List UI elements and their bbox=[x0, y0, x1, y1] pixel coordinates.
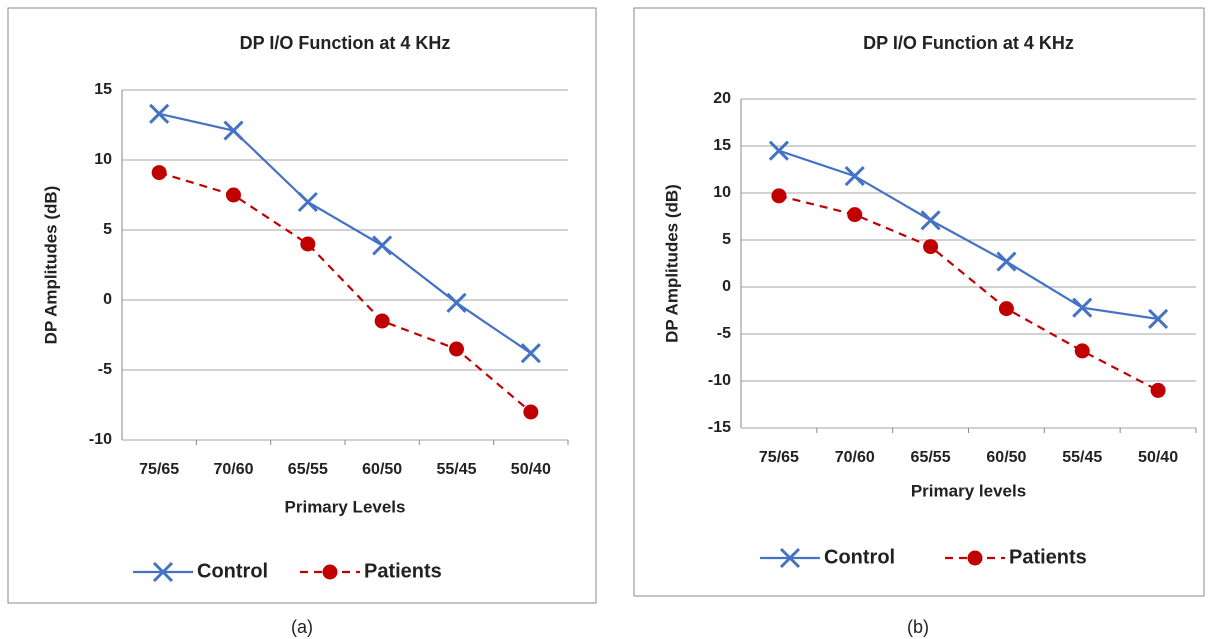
circle-marker bbox=[771, 188, 787, 204]
x-marker bbox=[223, 120, 244, 141]
y-tick-label: 15 bbox=[713, 137, 731, 154]
y-tick-label: 10 bbox=[713, 184, 731, 201]
circle-marker bbox=[523, 404, 539, 420]
x-marker bbox=[1072, 297, 1093, 318]
y-tick-label: -5 bbox=[717, 325, 731, 342]
panel-border bbox=[633, 7, 1205, 597]
circle-marker bbox=[151, 165, 167, 181]
circle-marker bbox=[449, 341, 464, 357]
legend-label: Control bbox=[824, 546, 895, 568]
y-tick-label: 5 bbox=[722, 231, 731, 248]
chart-panel: DP I/O Function at 4 KHz -15 -10 -5 0 5 10 15 20… bbox=[633, 7, 1205, 637]
y-axis-label: DP Amplitudes (dB) bbox=[662, 184, 681, 343]
x-tick-label: 50/40 bbox=[1138, 449, 1178, 466]
x-marker bbox=[920, 210, 941, 231]
x-tick-label: 60/50 bbox=[362, 461, 402, 478]
caption: (a) bbox=[291, 617, 313, 637]
y-tick-label: -15 bbox=[708, 419, 731, 436]
y-tick-label: 0 bbox=[722, 278, 731, 295]
x-tick-label: 50/40 bbox=[511, 461, 551, 478]
legend-marker bbox=[779, 547, 801, 569]
x-marker bbox=[520, 343, 541, 364]
x-marker bbox=[297, 191, 318, 213]
circle-marker bbox=[1150, 382, 1166, 398]
y-tick-label: 5 bbox=[103, 221, 112, 238]
circle-marker bbox=[847, 207, 863, 223]
x-marker bbox=[844, 166, 865, 187]
y-tick-label: -5 bbox=[98, 361, 112, 378]
circle-marker bbox=[923, 239, 939, 255]
caption: (b) bbox=[907, 617, 929, 637]
x-tick-label: 60/50 bbox=[986, 449, 1026, 466]
circle-marker bbox=[374, 313, 390, 329]
x-axis-label: Primary Levels bbox=[285, 497, 406, 516]
y-tick-label: 15 bbox=[94, 81, 112, 98]
x-tick-label: 70/60 bbox=[213, 461, 253, 478]
circle-marker bbox=[998, 301, 1014, 317]
legend-label: Control bbox=[197, 560, 268, 582]
y-axis-label: DP Amplitudes (dB) bbox=[41, 186, 60, 345]
x-tick-label: 65/55 bbox=[911, 449, 951, 466]
series-line bbox=[158, 171, 532, 413]
x-marker bbox=[768, 140, 789, 161]
y-tick-label: -10 bbox=[708, 372, 731, 389]
x-marker bbox=[1148, 308, 1169, 330]
chart-title: DP I/O Function at 4 KHz bbox=[863, 33, 1074, 53]
series-line bbox=[778, 149, 1159, 321]
circle-marker bbox=[1074, 343, 1090, 359]
panel-border bbox=[7, 7, 597, 604]
legend-marker bbox=[322, 564, 338, 580]
x-tick-label: 75/65 bbox=[139, 461, 179, 478]
legend-label: Patients bbox=[364, 560, 442, 582]
x-marker bbox=[446, 292, 467, 313]
x-marker bbox=[372, 235, 393, 256]
legend-label: Patients bbox=[1009, 546, 1087, 568]
chart-panel: DP I/O Function at 4 KHz -10 -5 0 5 10 15 75/65… bbox=[7, 7, 597, 637]
legend-marker bbox=[152, 561, 174, 583]
x-marker bbox=[149, 103, 170, 124]
y-tick-label: 20 bbox=[713, 90, 731, 107]
x-tick-label: 55/45 bbox=[436, 461, 476, 478]
x-marker bbox=[996, 251, 1017, 272]
series-line bbox=[158, 112, 532, 355]
chart-title: DP I/O Function at 4 KHz bbox=[240, 33, 451, 53]
y-tick-label: 0 bbox=[103, 291, 112, 308]
y-tick-label: 10 bbox=[94, 151, 112, 168]
x-tick-label: 65/55 bbox=[288, 461, 328, 478]
legend-marker bbox=[967, 550, 983, 566]
y-tick-label: -10 bbox=[89, 431, 112, 448]
x-tick-label: 75/65 bbox=[759, 449, 799, 466]
x-tick-label: 70/60 bbox=[835, 449, 875, 466]
x-axis-label: Primary levels bbox=[911, 481, 1026, 500]
circle-marker bbox=[226, 187, 241, 203]
x-tick-label: 55/45 bbox=[1062, 449, 1102, 466]
circle-marker bbox=[300, 236, 316, 252]
